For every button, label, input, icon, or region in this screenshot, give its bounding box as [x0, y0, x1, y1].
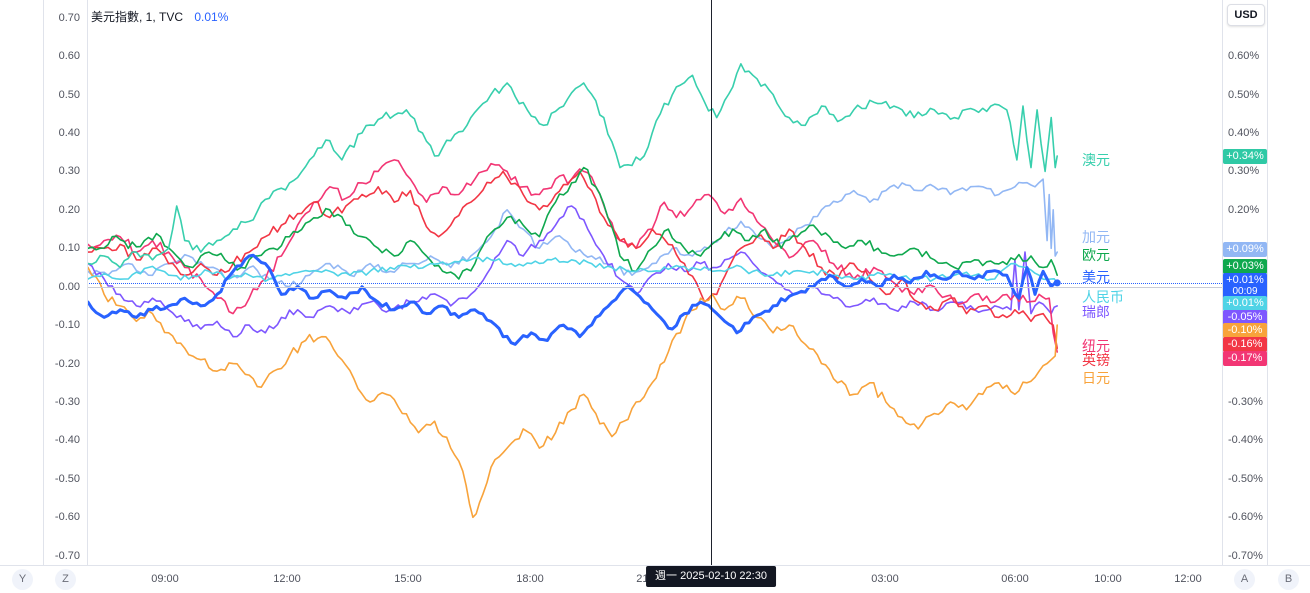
series-label: 英镑: [1082, 352, 1110, 368]
left-axis-tick: 0.00: [58, 281, 80, 293]
series-label: 人民币: [1082, 289, 1124, 305]
left-axis-tick: 0.40: [58, 127, 80, 139]
left-axis-tick: 0.10: [58, 242, 80, 254]
series-line-eur: [87, 166, 1059, 280]
series-label: 澳元: [1082, 152, 1110, 168]
right-price-scale[interactable]: 0.60%0.50%0.40%0.30%0.20%0.10%-0.30%-0.4…: [1222, 0, 1267, 565]
time-axis-tick: 12:00: [273, 573, 301, 585]
right-empty-scale: [1267, 0, 1310, 565]
divider: [1267, 0, 1268, 593]
left-axis-tick: -0.30: [54, 396, 80, 408]
price-badge-gbp: -0.16%: [1223, 337, 1267, 352]
series-label: 美元: [1082, 269, 1110, 285]
divider: [0, 565, 1310, 566]
price-badge-nzd: -0.17%: [1223, 351, 1267, 366]
time-axis-tick: 18:00: [516, 573, 544, 585]
series-label: 瑞郎: [1082, 304, 1110, 320]
divider: [1222, 0, 1223, 593]
price-badge-jpy: -0.10%: [1223, 323, 1267, 338]
series-line-usd: [87, 253, 1059, 346]
right-axis-tick: -0.40%: [1228, 434, 1263, 446]
left-price-scale[interactable]: 0.70 0.60 0.50 0.40 0.30 0.20 0.10 0.00 -0.10 -0.…: [43, 0, 87, 565]
right-axis-tick: -0.70%: [1228, 550, 1263, 562]
corner-button-b[interactable]: B: [1278, 569, 1299, 590]
time-axis-tick: 10:00: [1094, 573, 1122, 585]
time-axis-tick: 15:00: [394, 573, 422, 585]
chart-canvas[interactable]: [87, 0, 1222, 565]
series-label: 欧元: [1082, 247, 1110, 263]
right-axis-tick: -0.50%: [1228, 473, 1263, 485]
right-axis-tick: 0.40%: [1228, 127, 1260, 139]
left-axis-tick: 0.30: [58, 165, 80, 177]
price-badge-chf: -0.05%: [1223, 310, 1267, 325]
right-axis-tick: 0.30%: [1228, 165, 1260, 177]
right-axis-tick: -0.30%: [1228, 396, 1263, 408]
divider: [87, 0, 88, 593]
symbol-title[interactable]: 美元指數, 1, TVC: [91, 10, 184, 24]
price-badge-aud: +0.34%: [1223, 149, 1267, 164]
price-badge-eur: +0.03%: [1223, 259, 1267, 274]
series-line-cad: [87, 178, 1059, 288]
last-price-dot-usd: [1053, 279, 1061, 287]
left-axis-tick: -0.40: [54, 434, 80, 446]
right-axis-tick: 0.60%: [1228, 50, 1260, 62]
time-axis-tick: 03:00: [871, 573, 899, 585]
left-axis-tick: 0.20: [58, 204, 80, 216]
left-axis-tick: -0.10: [54, 319, 80, 331]
time-axis-tick: 09:00: [151, 573, 179, 585]
zero-line: [87, 287, 1222, 288]
left-axis-tick: 0.60: [58, 50, 80, 62]
left-toolbar[interactable]: [0, 0, 43, 565]
left-axis-tick: -0.60: [54, 511, 80, 523]
corner-button-z[interactable]: Z: [55, 569, 76, 590]
left-axis-tick: -0.20: [54, 358, 80, 370]
right-axis-tick: 0.20%: [1228, 204, 1260, 216]
series-line-gbp: [87, 170, 1059, 350]
left-axis-tick: -0.50: [54, 473, 80, 485]
crosshair-time-tooltip: 週一 2025-02-10 22:30: [646, 566, 776, 587]
currency-unit-button[interactable]: USD: [1227, 4, 1265, 26]
series-line-jpy: [87, 266, 1059, 519]
price-badge-cny: +0.01%: [1223, 296, 1267, 311]
divider: [43, 0, 44, 593]
series-label: 加元: [1082, 229, 1110, 245]
chart-pane[interactable]: [87, 0, 1222, 565]
price-badge-cad: +0.09%: [1223, 242, 1267, 257]
right-axis-tick: 0.50%: [1228, 89, 1260, 101]
crosshair-vertical-line: [711, 0, 712, 565]
symbol-change-percent: 0.01%: [194, 10, 229, 24]
right-axis-tick: -0.60%: [1228, 511, 1263, 523]
legend[interactable]: 美元指數, 1, TVC 0.01%: [91, 8, 228, 25]
left-axis-tick: 0.70: [58, 12, 80, 24]
series-label: 纽元: [1082, 338, 1110, 354]
left-axis-tick: -0.70: [54, 550, 80, 562]
time-axis-tick: 12:00: [1174, 573, 1202, 585]
usd-last-price-line: [87, 283, 1222, 284]
corner-button-a[interactable]: A: [1234, 569, 1255, 590]
price-badge-usd: +0.01% 00:09: [1223, 273, 1267, 299]
series-line-chf: [87, 205, 1059, 338]
series-line-nzd: [87, 159, 1059, 353]
series-label: 日元: [1082, 370, 1110, 386]
left-axis-tick: 0.50: [58, 89, 80, 101]
corner-button-y[interactable]: Y: [12, 569, 33, 590]
time-axis-tick: 06:00: [1001, 573, 1029, 585]
series-line-aud: [87, 62, 1059, 269]
